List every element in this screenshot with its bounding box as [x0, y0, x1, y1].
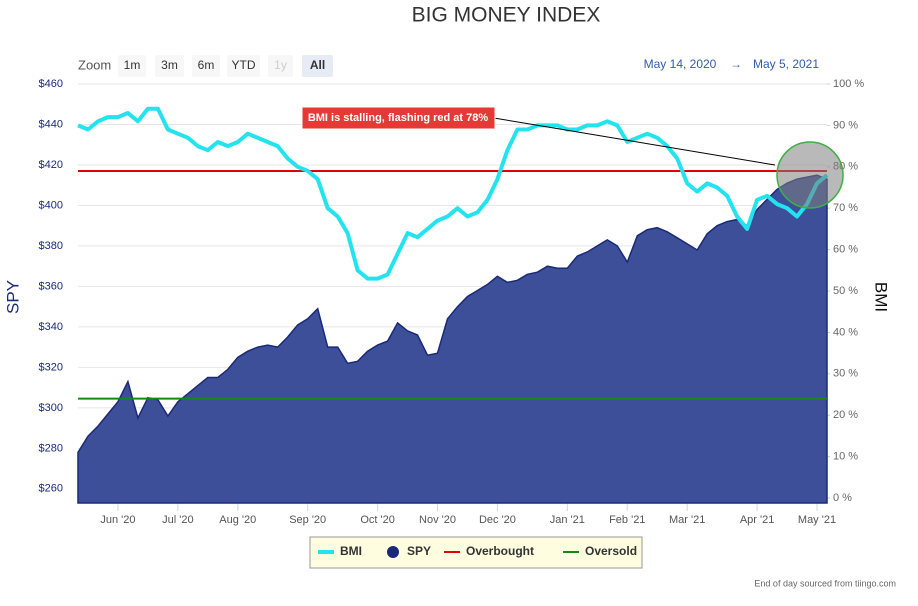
legend-box — [309, 536, 643, 569]
y-tick-label: $440 — [39, 118, 63, 130]
x-tick-label: Jun '20 — [100, 514, 135, 526]
zoom-button[interactable]: 3m — [155, 55, 184, 77]
zoom-button-bg — [227, 55, 260, 77]
y-tick-label: $280 — [39, 442, 63, 454]
legend-item[interactable]: SPY — [387, 544, 431, 558]
y-tick-label: $460 — [39, 78, 63, 90]
x-tick-label: Aug '20 — [219, 514, 256, 526]
y2-tick-label: 90 % — [833, 119, 858, 131]
date-to[interactable]: May 5, 2021 — [753, 57, 819, 71]
y2-tick-label: 50 % — [833, 285, 858, 297]
legend-label: Overbought — [466, 544, 534, 558]
y-tick-label: $320 — [39, 361, 63, 373]
y2-tick-label: 70 % — [833, 202, 858, 214]
y-tick-label: $400 — [39, 199, 63, 211]
zoom-button[interactable]: 6m — [192, 55, 220, 77]
zoom-button-label: 1y — [274, 58, 287, 72]
date-from[interactable]: May 14, 2020 — [644, 57, 717, 71]
y2-tick-label: 60 % — [833, 244, 858, 256]
zoom-button-bg — [155, 55, 184, 77]
zoom-button[interactable]: All — [302, 55, 333, 77]
y2-tick-label: 40 % — [833, 326, 858, 338]
x-tick-label: Nov '20 — [419, 514, 456, 526]
y-axis-title: SPY — [3, 280, 22, 314]
y2-tick-label: 30 % — [833, 368, 858, 380]
annotation-connector — [493, 117, 776, 166]
zoom-button-bg — [268, 55, 293, 77]
x-tick-label: Oct '20 — [360, 514, 395, 526]
credits: End of day sourced from tiingo.com — [754, 578, 896, 588]
y-tick-label: $340 — [39, 321, 63, 333]
zoom-button[interactable]: YTD — [227, 55, 260, 77]
y2-tick-label: 10 % — [833, 451, 858, 463]
legend-label: SPY — [407, 544, 431, 558]
date-arrow: → — [730, 57, 742, 71]
annotation-box — [301, 106, 496, 130]
legend-item[interactable]: BMI — [318, 544, 362, 558]
zoom-button-bg — [192, 55, 220, 77]
legend-label: Oversold — [585, 544, 637, 558]
zoom-button[interactable]: 1y — [268, 55, 293, 77]
legend-label: BMI — [340, 544, 362, 558]
x-tick-label: Jul '20 — [162, 514, 193, 526]
y-tick-label: $260 — [39, 483, 63, 495]
x-tick-label: Apr '21 — [740, 514, 775, 526]
y-tick-label: $300 — [39, 402, 63, 414]
y2-tick-label: 0 % — [833, 492, 852, 504]
x-tick-label: Feb '21 — [609, 514, 645, 526]
zoom-button-label: 1m — [124, 58, 141, 72]
x-tick-label: Mar '21 — [669, 514, 705, 526]
y-tick-label: $360 — [39, 280, 63, 292]
legend-marker — [387, 546, 399, 558]
y-tick-label: $380 — [39, 240, 63, 252]
x-tick-label: Sep '20 — [289, 514, 326, 526]
zoom-button-bg — [302, 55, 333, 77]
zoom-button-label: All — [310, 58, 325, 72]
annotation-circle — [776, 141, 844, 209]
y2-tick-label: 100 % — [833, 78, 864, 90]
y-tick-label: $420 — [39, 159, 63, 171]
y2-tick-label: 20 % — [833, 409, 858, 421]
chart-title: BIG MONEY INDEX — [412, 4, 601, 27]
x-tick-label: Jan '21 — [550, 514, 585, 526]
zoom-button-label: YTD — [232, 58, 256, 72]
bmi-line — [77, 106, 829, 281]
x-tick-label: Dec '20 — [479, 514, 516, 526]
x-tick-label: May '21 — [798, 514, 836, 526]
y2-axis-title: BMI — [872, 282, 891, 312]
legend-item[interactable]: Oversold — [563, 544, 637, 558]
zoom-label: Zoom — [78, 57, 111, 72]
spy-area — [77, 174, 828, 504]
zoom-button[interactable]: 1m — [118, 55, 146, 77]
legend-item[interactable]: Overbought — [444, 544, 534, 558]
zoom-button-label: 3m — [161, 58, 178, 72]
zoom-button-label: 6m — [198, 58, 215, 72]
annotation-text: BMI is stalling, flashing red at 78% — [308, 112, 489, 124]
zoom-button-bg — [118, 55, 146, 77]
